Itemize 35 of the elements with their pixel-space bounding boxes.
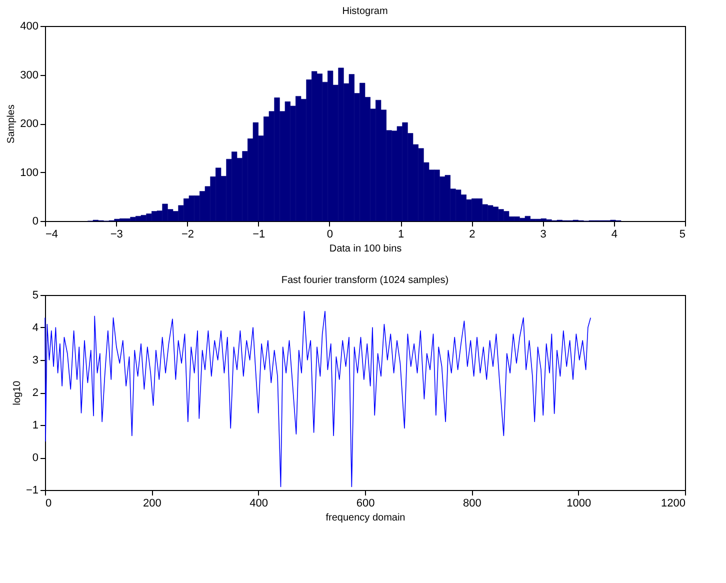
chart-title: Fast fourier transform (1024 samples) bbox=[281, 275, 449, 286]
x-tick-label: 800 bbox=[462, 498, 482, 510]
y-tick-label: 100 bbox=[20, 166, 38, 179]
y-tick-label: 4 bbox=[32, 322, 38, 334]
y-tick-label: 2 bbox=[32, 387, 38, 399]
y-tick-label: 200 bbox=[20, 118, 38, 130]
y-tick-label: 5 bbox=[32, 290, 38, 302]
y-tick-label: 400 bbox=[20, 20, 38, 32]
x-tick-label: −3 bbox=[110, 228, 123, 240]
x-tick-label: 400 bbox=[250, 498, 268, 510]
x-tick-label: −2 bbox=[181, 228, 194, 240]
y-tick-label: 0 bbox=[32, 216, 38, 228]
y-axis-title: Samples bbox=[6, 104, 18, 144]
x-tick-label: 1 bbox=[398, 228, 404, 240]
y-tick-label: −1 bbox=[26, 484, 38, 496]
x-tick-label: 5 bbox=[679, 228, 686, 240]
x-tick-label: −4 bbox=[46, 228, 58, 240]
y-axis-title: log10 bbox=[12, 380, 23, 406]
x-tick-label: 4 bbox=[611, 228, 618, 240]
x-axis-title: Data in 100 bins bbox=[329, 244, 402, 254]
chart-title: Histogram bbox=[342, 6, 388, 17]
x-tick-label: 1000 bbox=[566, 498, 592, 510]
x-tick-label: 200 bbox=[142, 498, 162, 510]
x-tick-label: −1 bbox=[252, 228, 266, 240]
x-tick-label: 600 bbox=[356, 498, 375, 510]
y-tick-label: 0 bbox=[32, 452, 38, 464]
y-tick-label: 300 bbox=[20, 69, 38, 82]
x-tick-label: 1200 bbox=[661, 498, 686, 510]
y-tick-label: 1 bbox=[32, 420, 38, 432]
x-axis-title: frequency domain bbox=[326, 512, 406, 524]
x-tick-label: 0 bbox=[46, 498, 52, 510]
x-tick-label: 2 bbox=[469, 228, 476, 240]
x-tick-label: 3 bbox=[540, 228, 546, 240]
y-tick-label: 3 bbox=[32, 354, 38, 366]
x-tick-label: 0 bbox=[326, 228, 334, 240]
